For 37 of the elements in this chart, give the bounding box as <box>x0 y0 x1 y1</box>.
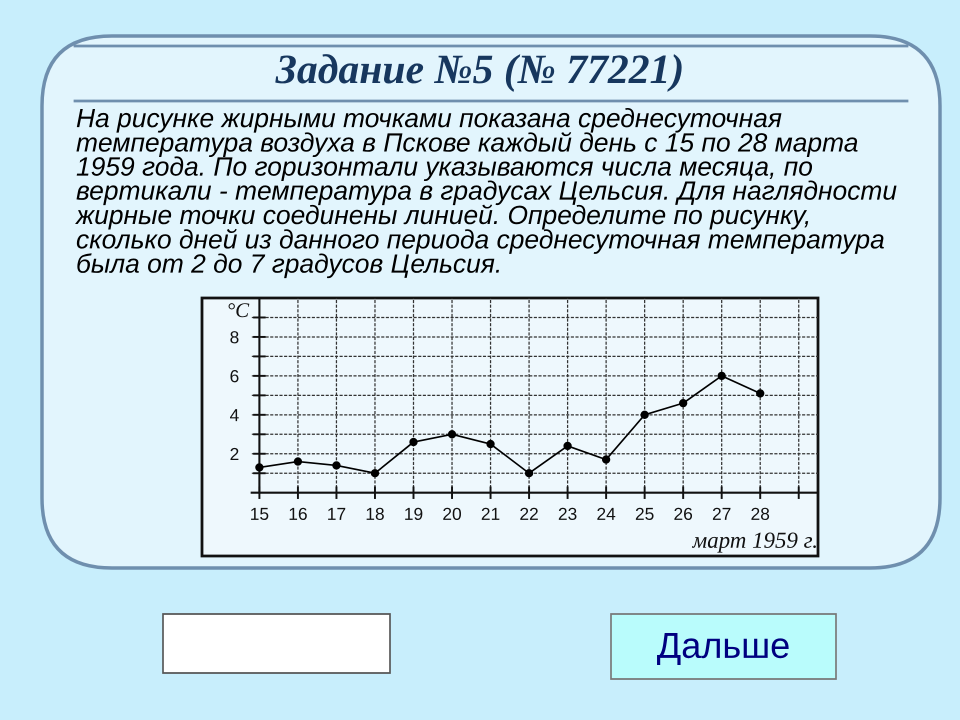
point <box>602 455 610 464</box>
x-tick-label: 18 <box>366 508 384 520</box>
x-tick-label: 17 <box>328 508 346 520</box>
x-tick-label: 27 <box>712 508 730 520</box>
x-tick-label: 26 <box>674 508 692 520</box>
point <box>255 463 264 472</box>
point <box>486 440 495 448</box>
x-tick-label: 25 <box>636 508 654 520</box>
y-tick-label: 2 <box>230 448 238 460</box>
y-axis-title: °C <box>228 303 250 318</box>
point <box>524 469 534 478</box>
x-tick-label: 16 <box>290 508 307 520</box>
x-tick-label: 28 <box>751 508 770 520</box>
x-axis-title: март 1959 г. <box>692 532 816 553</box>
point <box>563 442 572 450</box>
point <box>640 410 649 419</box>
point <box>679 398 688 408</box>
x-tick-label: 22 <box>520 508 538 520</box>
point <box>756 389 764 398</box>
x-tick-label: 19 <box>405 508 422 520</box>
point <box>294 457 302 466</box>
x-tick-label: 21 <box>482 508 500 520</box>
y-tick-label: 8 <box>230 331 239 344</box>
point <box>370 469 380 478</box>
chart-title: Задание №5 (№ 77221) <box>275 54 682 92</box>
x-tick-label: 20 <box>443 508 461 520</box>
x-tick-label: 23 <box>558 508 576 520</box>
y-tick-label: 6 <box>230 370 239 382</box>
y-tick-label: 4 <box>230 409 239 422</box>
point <box>332 461 341 470</box>
x-tick-label: 15 <box>251 508 268 520</box>
point <box>718 372 726 380</box>
point <box>409 438 418 446</box>
x-tick-label: 24 <box>597 508 616 520</box>
text: Дальше <box>657 632 789 666</box>
point <box>448 430 456 438</box>
chart-subtitle: На рисунке жирными точками показана среднесуточная температура воздуха в Пскове каждый день с 15 по 28 марта 1959 года. По горизонтали указываются числа месяца, по вертикали - температура в градусах Цельсия. Для наглядности жирные точки соединены линией. Определите по рисунку, сколько дней из данного периода среднесуточная температура была от 2 до 7 градусов Цельсия. <box>75 108 897 278</box>
